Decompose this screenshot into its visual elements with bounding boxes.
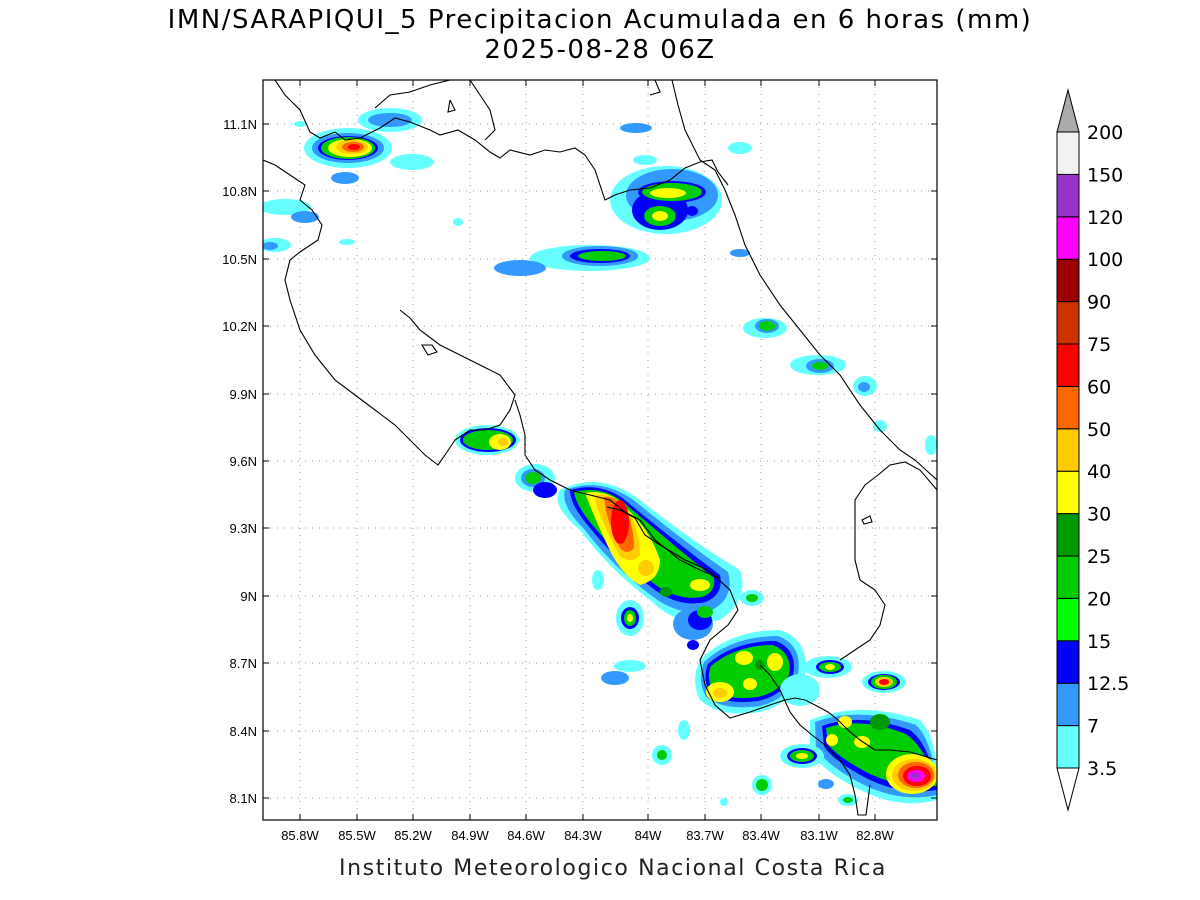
colorbar-label: 3.5	[1087, 758, 1117, 780]
coastlines	[263, 80, 937, 816]
colorbar-swatch	[1056, 555, 1080, 599]
lat-tick-label: 11.1N	[223, 117, 257, 132]
lon-tick-label: 83.1W	[800, 828, 838, 843]
colorbar-label: 40	[1087, 461, 1111, 483]
colorbar-swatch	[1056, 258, 1080, 303]
colorbar-swatch	[1056, 343, 1080, 387]
colorbar-label: 20	[1087, 588, 1111, 610]
colorbar-label: 30	[1087, 504, 1111, 526]
colorbar-swatch	[1056, 216, 1080, 260]
lat-tick-label: 9.6N	[230, 454, 257, 469]
rain-cells-caribbean	[743, 318, 937, 455]
colorbar-label: 25	[1087, 546, 1111, 568]
longitude-axis: 85.8W 85.5W 85.2W 84.9W 84.6W 84.3W 84W 83.7W 83…	[281, 80, 895, 843]
plot-frame	[262, 79, 938, 821]
footer-credit: Instituto Meteorologico Nacional Costa R…	[339, 856, 887, 881]
colorbar-swatch	[1056, 513, 1080, 557]
rain-cell-nw	[294, 108, 434, 184]
colorbar-top-arrow	[1056, 88, 1080, 133]
rain-cell-nicoya	[455, 425, 519, 455]
colorbar-swatch	[1056, 173, 1080, 218]
colorbar-swatch	[1056, 682, 1080, 727]
colorbar-label: 50	[1087, 419, 1111, 441]
lat-tick-label: 8.7N	[230, 656, 257, 671]
grid-lines	[263, 80, 937, 820]
colorbar-label: 15	[1087, 631, 1111, 653]
colorbar-swatch	[1056, 301, 1080, 345]
map-title: IMN/SARAPIQUI_5 Precipitacion Acumulada …	[167, 5, 1033, 35]
colorbar-bottom-arrow	[1056, 767, 1080, 812]
colorbar-swatch	[1056, 385, 1080, 430]
colorbar-label: 100	[1087, 249, 1123, 271]
lat-tick-label: 9.3N	[230, 521, 257, 536]
lon-tick-label: 84.6W	[507, 828, 545, 843]
colorbar-swatch	[1056, 131, 1080, 175]
lon-tick-label: 83.7W	[686, 828, 724, 843]
colorbar-label: 7	[1087, 716, 1099, 738]
colorbar-swatch	[1056, 640, 1080, 684]
colorbar-label: 75	[1087, 334, 1111, 356]
colorbar-label: 90	[1087, 292, 1111, 314]
lat-tick-label: 9N	[240, 589, 257, 604]
colorbar-label: 150	[1087, 164, 1123, 186]
lon-tick-label: 82.8W	[856, 828, 894, 843]
colorbar-label: 60	[1087, 376, 1111, 398]
rain-band-north-west	[494, 245, 750, 276]
lat-tick-label: 9.9N	[230, 387, 257, 402]
colorbar-label: 200	[1087, 122, 1123, 144]
map-datetime: 2025-08-28 06Z	[484, 35, 716, 65]
lat-tick-label: 10.5N	[222, 252, 257, 267]
precipitation-field	[263, 108, 937, 806]
rain-band-central-pacific	[515, 464, 764, 650]
colorbar-swatch	[1056, 725, 1080, 769]
lat-tick-label: 8.4N	[230, 724, 257, 739]
colorbar-swatch	[1056, 597, 1080, 642]
rain-cell-southeast	[652, 710, 937, 806]
lon-tick-label: 85.8W	[281, 828, 319, 843]
colorbar-swatch	[1056, 428, 1080, 472]
latitude-axis: 11.1N 10.8N 10.5N 10.2N 9.9N 9.6N 9.3N 9N 8.7N 8.…	[222, 117, 937, 806]
rain-cell-south-pacific	[601, 630, 906, 740]
lon-tick-label: 84.9W	[451, 828, 489, 843]
colorbar-label: 12.5	[1087, 673, 1129, 695]
rain-cell-north	[610, 123, 752, 234]
lat-tick-label: 10.8N	[222, 184, 257, 199]
lon-tick-label: 83.4W	[742, 828, 780, 843]
lat-tick-label: 10.2N	[222, 319, 257, 334]
colorbar: 3.5 7 12.5 15 20 25 30 40 50 60 75 90 100 120 150 200	[1056, 88, 1129, 812]
colorbar-swatch	[1056, 470, 1080, 515]
lon-tick-label: 85.5W	[338, 828, 376, 843]
rain-band-west-edge	[263, 199, 463, 252]
lon-tick-label: 84.3W	[564, 828, 602, 843]
lat-tick-label: 8.1N	[230, 791, 257, 806]
colorbar-label: 120	[1087, 207, 1123, 229]
lon-tick-label: 85.2W	[394, 828, 432, 843]
lon-tick-label: 84W	[635, 828, 662, 843]
